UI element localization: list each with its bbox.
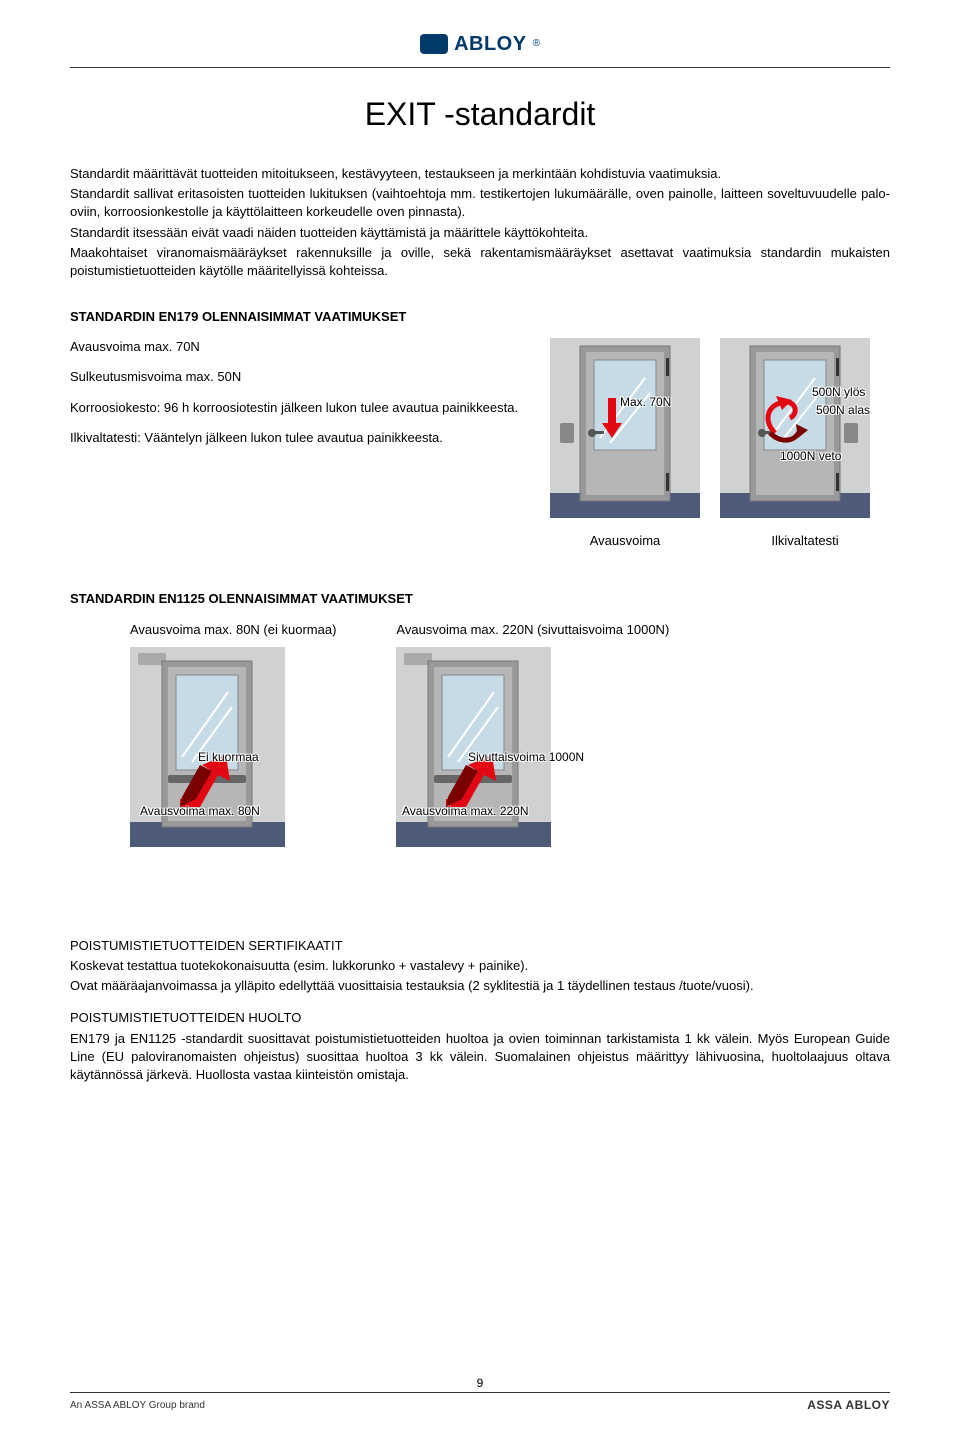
en1125-col1-head: Avausvoima max. 80N (ei kuormaa) xyxy=(130,621,336,639)
cert-head2: POISTUMISTIETUOTTEIDEN HUOLTO xyxy=(70,1009,890,1027)
door-illustration-icon: Sivuttaisvoima 1000N Avausvoima max. 220… xyxy=(396,647,596,847)
en1125-col2-head: Avausvoima max. 220N (sivuttaisvoima 100… xyxy=(396,621,669,639)
brand-logo: ABLOY ® xyxy=(420,30,540,58)
caption-ilkivaltatesti: Ilkivaltatesti xyxy=(720,532,890,550)
en179-door-avausvoima: Max. 70N Avausvoima xyxy=(550,338,700,550)
cert-p2: Ovat määräajanvoimassa ja ylläpito edell… xyxy=(70,977,890,995)
annot-500n-down: 500N alas xyxy=(816,403,870,417)
intro-p3: Standardit itsessään eivät vaadi näiden … xyxy=(70,224,890,242)
annot-ei-kuormaa: Ei kuormaa xyxy=(198,750,259,764)
annot-avaus-220n: Avausvoima max. 220N xyxy=(402,804,529,818)
en179-line1: Avausvoima max. 70N xyxy=(70,338,530,356)
en179-block: Avausvoima max. 70N Sulkeutusmisvoima ma… xyxy=(70,338,890,550)
en1125-heading: STANDARDIN EN1125 OLENNAISIMMAT VAATIMUK… xyxy=(70,590,890,608)
intro-p2: Standardit sallivat eritasoisten tuottei… xyxy=(70,185,890,221)
en1125-block: Avausvoima max. 80N (ei kuormaa) Ei ku xyxy=(70,621,890,847)
annot-1000n-veto: 1000N veto xyxy=(780,449,842,463)
registered-mark: ® xyxy=(533,37,540,51)
cert-head1: POISTUMISTIETUOTTEIDEN SERTIFIKAATIT xyxy=(70,937,890,955)
door-illustration-icon: Ei kuormaa Avausvoima max. 80N xyxy=(130,647,300,847)
en179-line4: Ilkivaltatesti: Vääntelyn jälkeen lukon … xyxy=(70,429,530,447)
intro-text: Standardit määrittävät tuotteiden mitoit… xyxy=(70,165,890,280)
header-rule xyxy=(70,67,890,68)
en179-line3: Korroosiokesto: 96 h korroosiotestin jäl… xyxy=(70,399,530,417)
annot-500n-up: 500N ylös xyxy=(812,385,865,399)
brand-name: ABLOY xyxy=(454,30,527,58)
door-illustration-icon: Max. 70N xyxy=(550,338,700,518)
en179-door-ilkivaltatesti: 500N ylös 500N alas 1000N veto Ilkivalta… xyxy=(720,338,890,550)
cert-p3: EN179 ja EN1125 -standardit suosittavat … xyxy=(70,1030,890,1085)
en179-doors: Max. 70N Avausvoima xyxy=(550,338,890,550)
page-number: 9 xyxy=(477,1375,484,1392)
page-title: EXIT -standardit xyxy=(70,92,890,137)
en1125-col2: Avausvoima max. 220N (sivuttaisvoima 100… xyxy=(396,621,669,847)
cert-p1: Koskevat testattua tuotekokonaisuutta (e… xyxy=(70,957,890,975)
footer: 9 An ASSA ABLOY Group brand ASSA ABLOY xyxy=(70,1392,890,1414)
annot-max70n: Max. 70N xyxy=(620,395,671,409)
en179-line2: Sulkeutusmisvoima max. 50N xyxy=(70,368,530,386)
caption-avausvoima: Avausvoima xyxy=(550,532,700,550)
en179-requirements: Avausvoima max. 70N Sulkeutusmisvoima ma… xyxy=(70,338,530,459)
intro-p1: Standardit määrittävät tuotteiden mitoit… xyxy=(70,165,890,183)
en179-heading: STANDARDIN EN179 OLENNAISIMMAT VAATIMUKS… xyxy=(70,308,890,326)
annot-sivuttais: Sivuttaisvoima 1000N xyxy=(468,750,584,764)
annot-avaus-80n: Avausvoima max. 80N xyxy=(140,804,260,818)
footer-left: An ASSA ABLOY Group brand xyxy=(70,1399,205,1413)
intro-p4: Maakohtaiset viranomaismääräykset rakenn… xyxy=(70,244,890,280)
door-illustration-icon: 500N ylös 500N alas 1000N veto xyxy=(720,338,890,518)
en1125-col1: Avausvoima max. 80N (ei kuormaa) Ei ku xyxy=(130,621,336,847)
page: ABLOY ® EXIT -standardit Standardit määr… xyxy=(0,0,960,1434)
certificates-block: POISTUMISTIETUOTTEIDEN SERTIFIKAATIT Kos… xyxy=(70,937,890,1084)
header: ABLOY ® xyxy=(70,30,890,59)
logo-mark-icon xyxy=(420,34,448,54)
footer-brand: ASSA ABLOY xyxy=(807,1397,890,1414)
